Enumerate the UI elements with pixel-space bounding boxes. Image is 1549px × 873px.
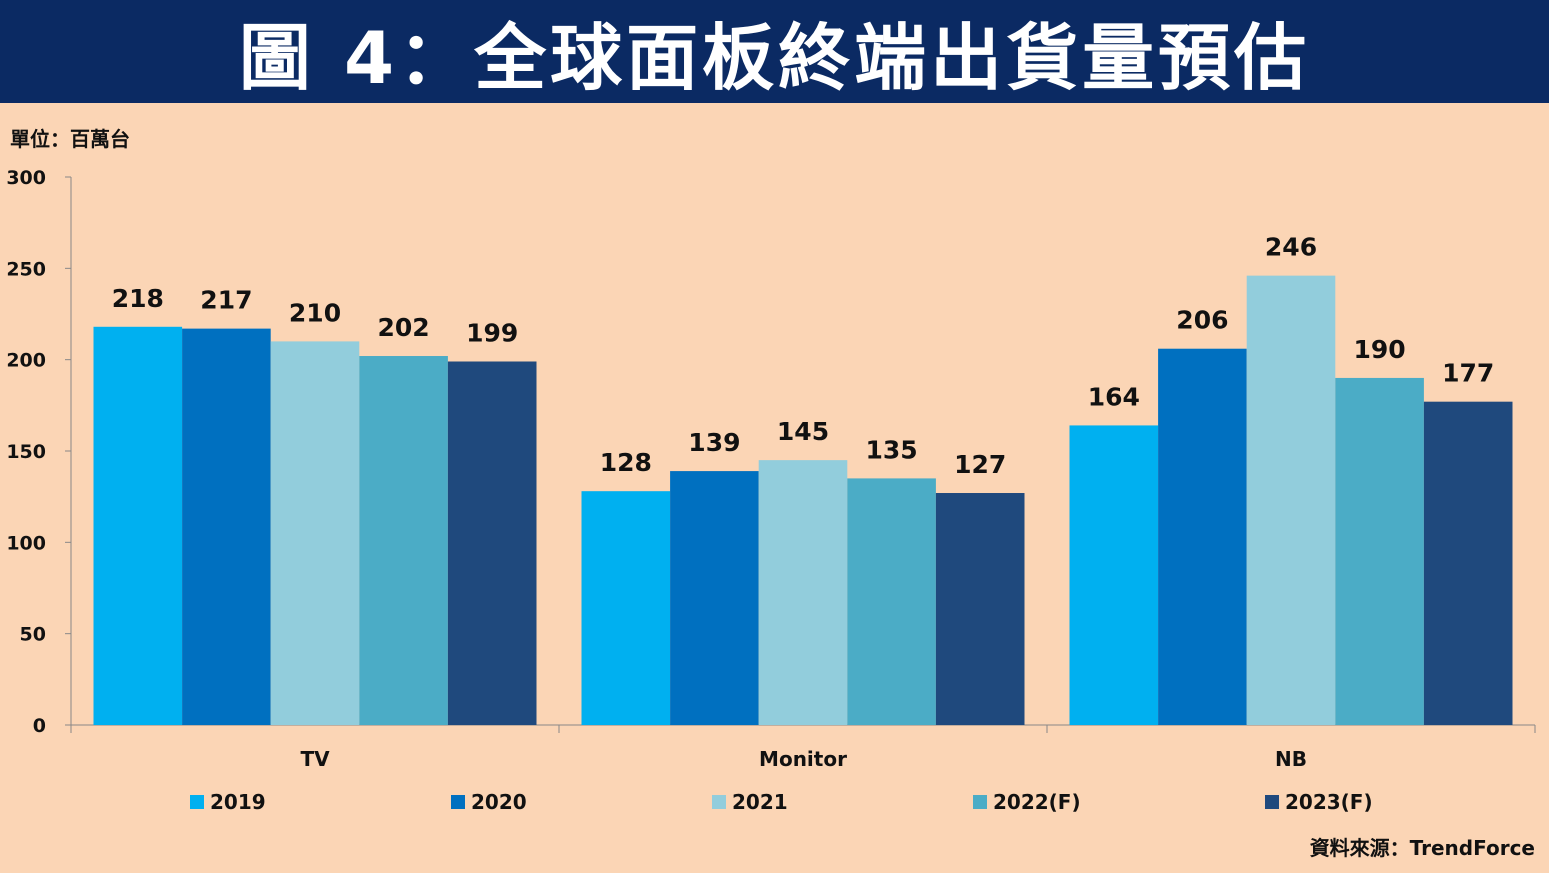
- bar-value-label: 217: [200, 286, 252, 315]
- bar: [1335, 377, 1424, 725]
- unit-label: 單位：百萬台: [10, 127, 130, 151]
- bar-value-label: 127: [954, 450, 1006, 479]
- chart-title: 圖 4：全球面板終端出貨量預估: [238, 16, 1311, 100]
- y-tick-label: 250: [6, 258, 46, 280]
- source-label: 資料來源：TrendForce: [1309, 836, 1535, 860]
- bar: [1423, 401, 1513, 725]
- legend-swatch: [712, 795, 726, 809]
- y-tick-label: 100: [6, 532, 46, 554]
- bar-value-label: 206: [1176, 306, 1228, 335]
- legend-label: 2020: [471, 790, 527, 814]
- bar: [359, 356, 448, 725]
- bar-value-label: 199: [466, 318, 518, 347]
- bar-value-label: 246: [1265, 233, 1317, 262]
- x-category-label: TV: [300, 747, 330, 771]
- bar: [758, 460, 848, 725]
- bar: [447, 361, 537, 725]
- y-tick-label: 200: [6, 350, 46, 372]
- bar: [93, 326, 183, 725]
- bar-value-label: 190: [1354, 335, 1406, 364]
- y-tick-label: 0: [33, 715, 46, 737]
- bar: [1158, 348, 1247, 725]
- bar: [1246, 275, 1336, 725]
- bar: [270, 341, 360, 725]
- bar-value-label: 202: [378, 313, 430, 342]
- legend-swatch: [190, 795, 204, 809]
- legend-label: 2019: [210, 790, 266, 814]
- bar: [670, 471, 759, 725]
- bar-value-label: 177: [1442, 359, 1494, 388]
- bar: [935, 493, 1025, 725]
- bar: [581, 491, 671, 725]
- bar-value-label: 135: [866, 435, 918, 464]
- title-banner: 圖 4：全球面板終端出貨量預估: [0, 0, 1549, 103]
- bar-value-label: 218: [112, 284, 164, 313]
- x-category-label: Monitor: [759, 747, 847, 771]
- legend-swatch: [973, 795, 987, 809]
- bar: [182, 328, 271, 725]
- legend-swatch: [451, 795, 465, 809]
- x-category-label: NB: [1275, 747, 1307, 771]
- bar-value-label: 164: [1088, 382, 1140, 411]
- legend-swatch: [1265, 795, 1279, 809]
- bar: [847, 478, 936, 725]
- bar-value-label: 210: [289, 298, 341, 327]
- legend-label: 2021: [732, 790, 788, 814]
- y-tick-label: 300: [6, 167, 46, 189]
- bar-value-label: 128: [600, 448, 652, 477]
- bar-value-label: 139: [688, 428, 740, 457]
- legend-label: 2022(F): [993, 790, 1081, 814]
- y-tick-label: 50: [20, 624, 46, 646]
- bar-value-label: 145: [777, 417, 829, 446]
- legend-label: 2023(F): [1285, 790, 1373, 814]
- y-tick-label: 150: [6, 441, 46, 463]
- bar: [1069, 425, 1159, 725]
